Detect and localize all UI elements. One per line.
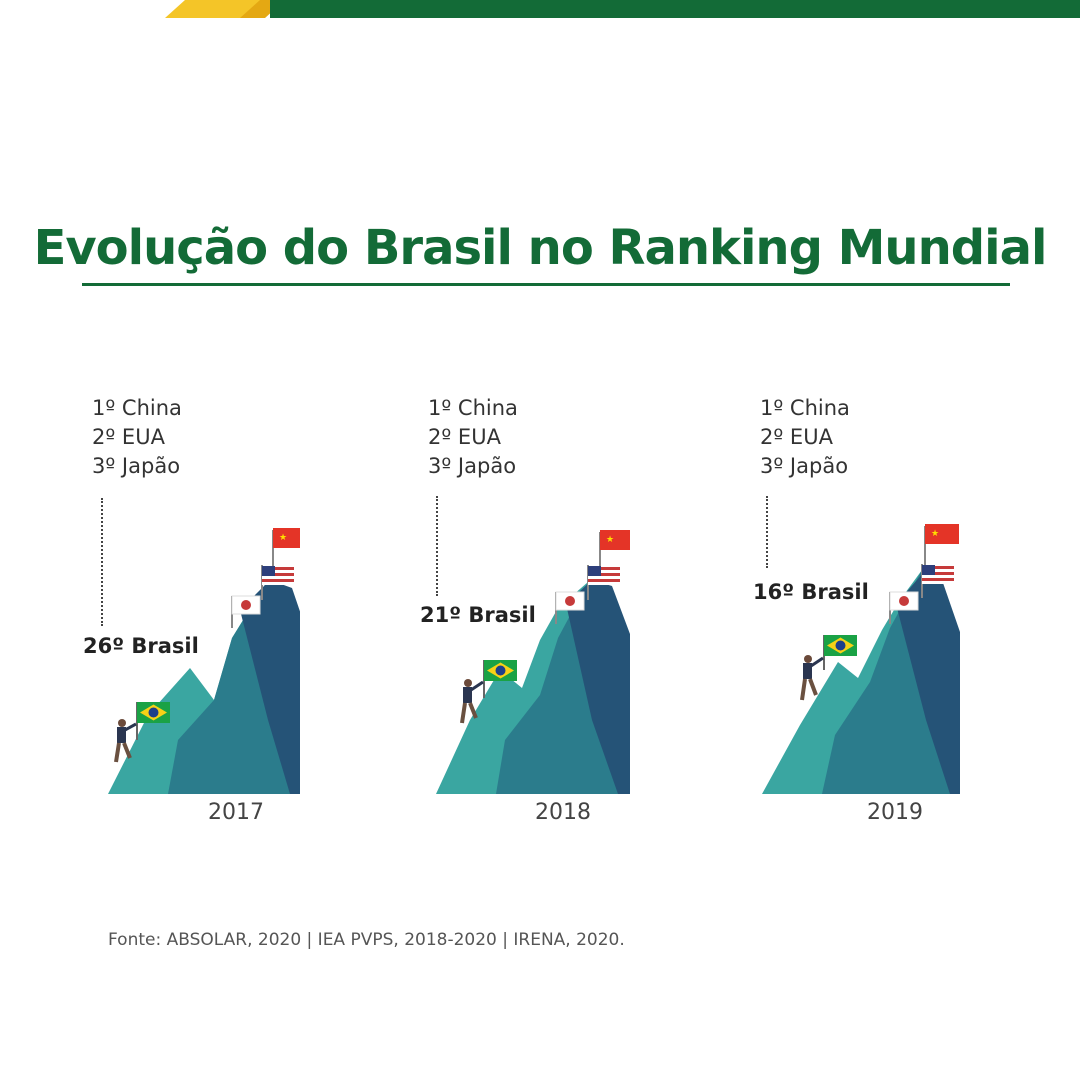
climber-figure — [800, 655, 824, 701]
rank-2-label: 2º EUA — [428, 425, 501, 449]
japan-flag-icon — [889, 591, 919, 624]
top3-list: 1º China 2º EUA 3º Japão — [428, 394, 518, 481]
rank-1-label: 1º China — [760, 396, 850, 420]
mountain-back — [240, 580, 300, 794]
mountain-illustration: ★ — [108, 528, 300, 794]
title-underline — [82, 283, 1010, 286]
china-flag-icon: ★ — [924, 524, 959, 572]
dotted-connector — [766, 496, 768, 568]
dotted-connector — [101, 498, 103, 626]
brazil-flag-icon — [823, 635, 857, 670]
rank-1-label: 1º China — [428, 396, 518, 420]
brasil-rank-label: 16º Brasil — [753, 580, 869, 604]
climber-figure — [460, 679, 484, 724]
rank-2-label: 2º EUA — [760, 425, 833, 449]
usa-flag-icon — [921, 564, 954, 598]
climber-figure — [114, 719, 137, 763]
top3-list: 1º China 2º EUA 3º Japão — [760, 394, 850, 481]
mountain-illustration: ★ — [436, 530, 630, 794]
panel-2017: 1º China 2º EUA 3º Japão 26º Brasil ★ — [0, 0, 300, 1080]
year-label: 2018 — [535, 800, 591, 825]
japan-flag-icon — [555, 591, 585, 624]
mountain-back — [566, 580, 630, 794]
top3-list: 1º China 2º EUA 3º Japão — [92, 394, 182, 481]
usa-flag-icon — [587, 565, 620, 600]
brazil-flag-icon — [136, 702, 170, 740]
header-bar — [165, 0, 1080, 18]
rank-3-label: 3º Japão — [428, 454, 517, 478]
rank-3-label: 3º Japão — [760, 454, 849, 478]
mountain-back — [896, 572, 960, 794]
brasil-rank-label: 21º Brasil — [420, 603, 536, 627]
panel-2019: 1º China 2º EUA 3º Japão 16º Brasil ★ — [660, 0, 960, 1080]
japan-flag-icon — [231, 595, 261, 628]
svg-text:★: ★ — [606, 535, 614, 545]
svg-text:★: ★ — [931, 529, 939, 539]
svg-text:★: ★ — [279, 533, 287, 543]
mountain-illustration: ★ — [762, 524, 960, 794]
rank-1-label: 1º China — [92, 396, 182, 420]
rank-3-label: 3º Japão — [92, 454, 181, 478]
dotted-connector — [436, 496, 438, 596]
panel-2018: 1º China 2º EUA 3º Japão 21º Brasil ★ — [330, 0, 630, 1080]
brazil-flag-icon — [483, 660, 517, 698]
year-label: 2019 — [867, 800, 923, 825]
page-title: Evolução do Brasil no Ranking Mundial — [33, 220, 1048, 276]
brasil-rank-label: 26º Brasil — [83, 634, 199, 658]
source-citation: Fonte: ABSOLAR, 2020 | IEA PVPS, 2018-20… — [108, 930, 625, 950]
rank-2-label: 2º EUA — [92, 425, 165, 449]
usa-flag-icon — [261, 565, 294, 600]
year-label: 2017 — [208, 800, 264, 825]
